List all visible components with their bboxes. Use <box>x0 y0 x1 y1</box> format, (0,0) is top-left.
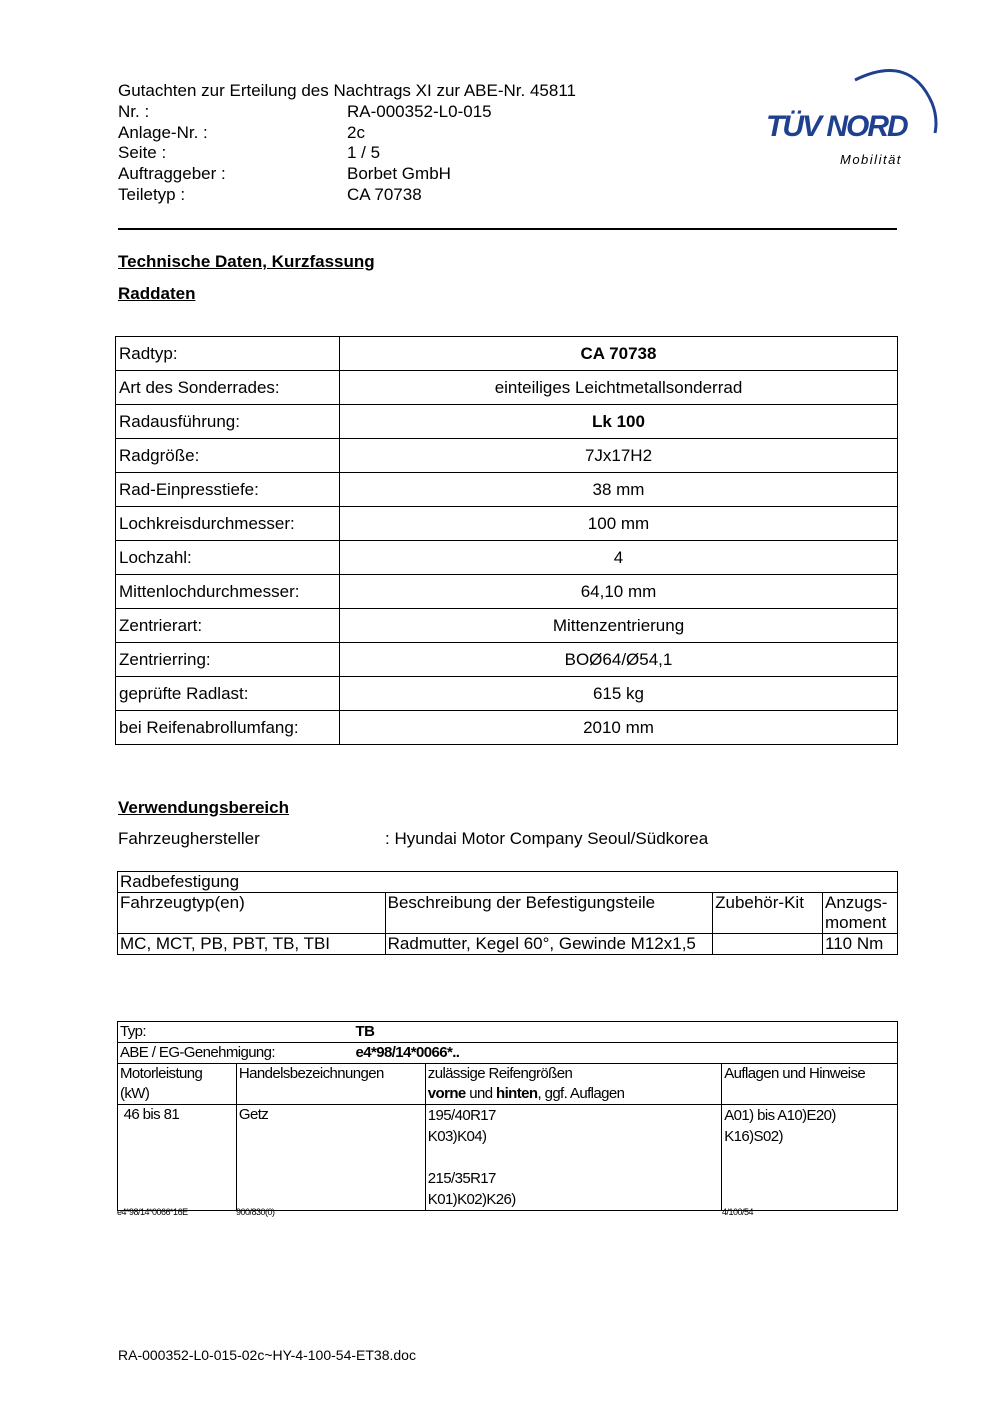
section-title: Technische Daten, Kurzfassung <box>118 252 375 271</box>
logo-text: TÜV NORD <box>766 110 909 143</box>
hersteller-value: : Hyundai Motor Company Seoul/Südkorea <box>385 829 709 848</box>
field-label: Teiletyp : <box>118 185 186 204</box>
table-cell: 110 Nm <box>822 933 898 955</box>
column-header: Handelsbezeichnungen <box>235 1063 426 1105</box>
field-value: CA 70738 <box>347 185 422 204</box>
table-row: Radgröße: 7Jx17H2 <box>115 438 898 473</box>
field-value: RA-000352-L0-015 <box>347 102 492 121</box>
table-row: Radausführung: Lk 100 <box>115 404 898 439</box>
row-value: 100 mm <box>339 506 898 541</box>
row-value: BOØ64/Ø54,1 <box>339 642 898 677</box>
table-row: MC, MCT, PB, PBT, TB, TBI Radmutter, Keg… <box>117 933 898 955</box>
column-header: Auflagen und Hinweise <box>721 1063 898 1105</box>
table-cell <box>712 933 823 955</box>
field-label: Auftraggeber : <box>118 164 226 183</box>
logo-subtitle: Mobilität <box>840 152 902 167</box>
table-row: Zentrierring: BOØ64/Ø54,1 <box>115 642 898 677</box>
table-row: Rad-Einpresstiefe: 38 mm <box>115 472 898 507</box>
verwendung-title: Verwendungsbereich <box>118 798 289 817</box>
row-label: Mittenlochdurchmesser: <box>115 574 340 609</box>
radbefestigung-table: Radbefestigung Fahrzeugtyp(en) Beschreib… <box>117 871 898 955</box>
table-row: Zentrierart: Mittenzentrierung <box>115 608 898 643</box>
table-cell: 46 bis 81 <box>117 1104 237 1211</box>
field-value: 2c <box>347 123 365 142</box>
table-row: Typ: TB <box>117 1021 898 1043</box>
header-divider <box>118 228 897 230</box>
row-value: 615 kg <box>339 676 898 711</box>
footer-filename: RA-000352-L0-015-02c~HY-4-100-54-ET38.do… <box>118 1347 416 1363</box>
table-header-row: Fahrzeugtyp(en) Beschreibung der Befesti… <box>117 892 898 934</box>
row-value: 38 mm <box>339 472 898 507</box>
tyre-cell: 195/40R17 K03)K04) 215/35R17 K01)K02)K26) <box>424 1104 723 1211</box>
table-row: ABE / EG-Genehmigung: e4*98/14*0066*.. <box>117 1042 898 1064</box>
row-label: Radgröße: <box>115 438 340 473</box>
table-header-row: Motorleistung (kW) Handelsbezeichnungen … <box>117 1063 898 1105</box>
typ-table: Typ: TB ABE / EG-Genehmigung: e4*98/14*006… <box>117 1021 898 1211</box>
row-label: Radausführung: <box>115 404 340 439</box>
table-row: Lochkreisdurchmesser: 100 mm <box>115 506 898 541</box>
field-value: 1 / 5 <box>347 143 381 162</box>
document-title: Gutachten zur Erteilung des Nachtrags XI… <box>118 81 576 100</box>
column-header: Motorleistung (kW) <box>117 1063 237 1105</box>
logo-arc-icon <box>854 69 938 134</box>
row-label: Art des Sonderrades: <box>115 370 340 405</box>
footnote: e4*98/14*0066*16E <box>117 1207 188 1217</box>
column-header: zulässige Reifengrößen vorne und hinten, … <box>424 1063 723 1105</box>
row-value: 2010 mm <box>339 710 898 745</box>
table-row: Radbefestigung <box>117 871 898 893</box>
field-label: Anlage-Nr. : <box>118 123 208 142</box>
row-label: geprüfte Radlast: <box>115 676 340 711</box>
row-label: Lochzahl: <box>115 540 340 575</box>
abe-value: e4*98/14*0066*.. <box>355 1044 460 1061</box>
table-cell: MC, MCT, PB, PBT, TB, TBI <box>117 933 386 955</box>
field-label: Nr. : <box>118 102 150 121</box>
table-row: Radtyp: CA 70738 <box>115 336 898 371</box>
footnote: 4/100/54 <box>722 1207 754 1217</box>
row-value: CA 70738 <box>339 336 898 371</box>
table-cell: A01) bis A10)E20) K16)S02) <box>721 1104 898 1211</box>
row-value: 7Jx17H2 <box>339 438 898 473</box>
hersteller-label: Fahrzeughersteller <box>118 829 260 848</box>
row-label: Lochkreisdurchmesser: <box>115 506 340 541</box>
table-cell: Getz <box>235 1104 426 1211</box>
footnote: 900/830(0) <box>236 1207 275 1217</box>
table-row: bei Reifenabrollumfang: 2010 mm <box>115 710 898 745</box>
typ-value: TB <box>355 1023 375 1040</box>
field-label: Seite : <box>118 143 167 162</box>
column-header: Beschreibung der Befestigungsteile <box>384 892 714 934</box>
row-value: Lk 100 <box>339 404 898 439</box>
table-row: Art des Sonderrades: einteiliges Leichtme… <box>115 370 898 405</box>
row-label: Rad-Einpresstiefe: <box>115 472 340 507</box>
raddaten-table: Radtyp: CA 70738 Art des Sonderrades: einte… <box>115 336 898 745</box>
row-label: bei Reifenabrollumfang: <box>115 710 340 745</box>
table-row: Mittenlochdurchmesser: 64,10 mm <box>115 574 898 609</box>
column-header: Zubehör-Kit <box>712 892 823 934</box>
column-header: Fahrzeugtyp(en) <box>117 892 386 934</box>
table-row: 46 bis 81 Getz 195/40R17 K03)K04) 215/35R1… <box>117 1104 898 1211</box>
radbefestigung-title: Radbefestigung <box>117 871 898 893</box>
row-label: Zentrierart: <box>115 608 340 643</box>
row-label: Radtyp: <box>115 336 340 371</box>
row-value: 64,10 mm <box>339 574 898 609</box>
table-row: geprüfte Radlast: 615 kg <box>115 676 898 711</box>
table-row: Lochzahl: 4 <box>115 540 898 575</box>
typ-label: Typ: <box>120 1023 147 1040</box>
table-cell: Radmutter, Kegel 60°, Gewinde M12x1,5 <box>384 933 714 955</box>
tuv-nord-logo: TÜV NORD Mobilität <box>760 58 945 173</box>
row-value: 4 <box>339 540 898 575</box>
row-label: Zentrierring: <box>115 642 340 677</box>
column-header: Anzugs-moment <box>822 892 898 934</box>
field-value: Borbet GmbH <box>347 164 451 183</box>
abe-label: ABE / EG-Genehmigung: <box>120 1044 276 1061</box>
row-value: Mittenzentrierung <box>339 608 898 643</box>
row-value: einteiliges Leichtmetallsonderrad <box>339 370 898 405</box>
raddaten-title: Raddaten <box>118 284 196 303</box>
